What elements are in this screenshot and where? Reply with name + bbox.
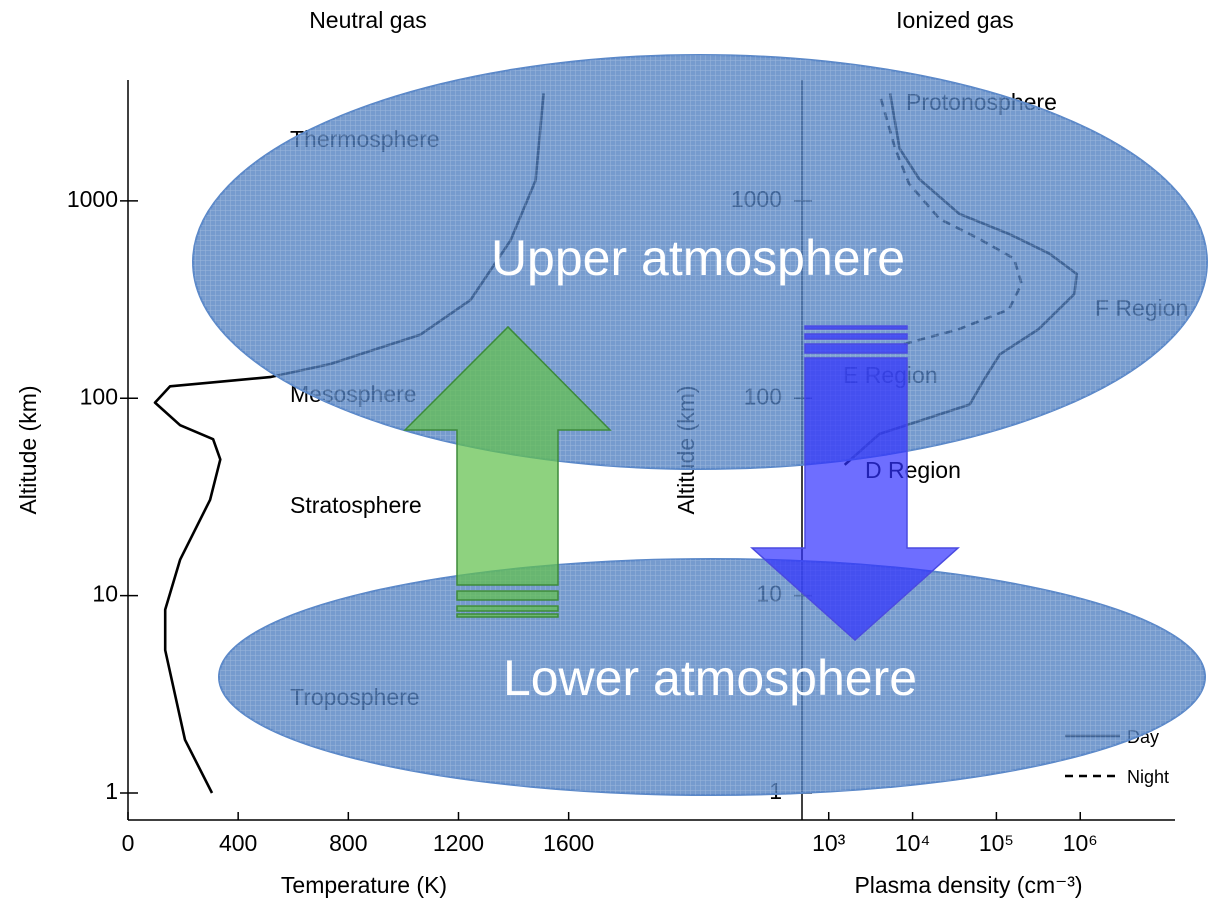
figure: Neutral gas Temperature (K) Altitude (km) 1… [0,0,1211,904]
upper-label: Upper atmosphere [491,230,905,286]
x-axis-label: Temperature (K) [281,872,447,898]
x-tick-label: 1200 [433,830,484,856]
y-tick-label: 100 [80,383,118,409]
y-tick-label: 1000 [67,186,118,212]
x-tick-label: 10⁴ [895,830,930,856]
chart-title: Neutral gas [309,7,427,33]
y-axis-label: Altitude (km) [15,385,41,514]
arrow-stripe [457,614,558,617]
x-tick-label: 0 [122,830,135,856]
x-axis-label: Plasma density (cm⁻³) [854,872,1082,898]
arrow-stripe [805,344,907,353]
x-tick-label: 10⁵ [979,830,1014,856]
arrow-stripe [457,606,558,611]
arrow-stripe [805,334,907,339]
overlay: Upper atmosphere Lower atmosphere [193,55,1207,795]
legend-label: Night [1127,767,1169,787]
y-tick-label: 10 [92,581,118,607]
arrow-stripe [457,591,558,600]
x-tick-label: 400 [219,830,257,856]
arrow-stripe [805,326,907,329]
lower-label: Lower atmosphere [503,650,917,706]
x-tick-label: 10³ [812,830,846,856]
x-tick-label: 800 [329,830,367,856]
x-tick-label: 1600 [543,830,594,856]
region-label: Stratosphere [290,492,422,518]
chart-title: Ionized gas [896,7,1014,33]
y-tick-label: 1 [105,778,118,804]
x-tick-label: 10⁶ [1063,830,1098,856]
